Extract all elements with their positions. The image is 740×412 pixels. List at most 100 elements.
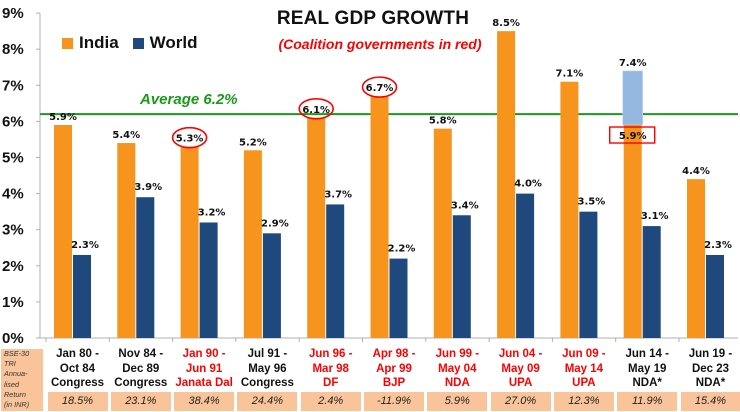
bar-world [326,204,345,338]
category-label: Apr 98 - Apr 99 BJP [363,347,426,391]
bar-india [687,179,705,338]
return-value: 27.0% [490,392,551,411]
data-label-world: 3.2% [198,207,226,218]
data-label-india: 7.1% [556,69,584,80]
bar-india-adjusted [622,70,644,126]
category-label-line2: May 04 [438,362,477,375]
data-label-world: 3.7% [324,189,352,200]
category-label-line2: Dec 23 [691,362,730,375]
data-label-world: 2.3% [704,240,732,251]
category-label-line2: Mar 98 [312,362,349,375]
legend-swatch-world [132,37,144,49]
category-label: Jun 19 - Dec 23 NDA* [679,347,740,391]
y-tick-label: 1% [2,294,24,311]
chart-title: REAL GDP GROWTH [276,8,470,29]
bar-india [243,150,262,338]
data-label-world: 3.1% [641,211,669,222]
category-label: Jan 90 - Jun 91 Janata Dal [173,347,236,391]
bar-world [642,226,661,338]
bar-world [199,222,218,338]
data-label-india: 5.9% [49,112,77,123]
category-label-line3: Janata Dal [175,377,233,389]
return-value: 15.4% [680,392,740,411]
category-label-line1: Jun 99 - [435,348,480,360]
bar-india [433,128,452,338]
category-label: Jun 99 - May 04 NDA [426,347,489,391]
data-label-india: 5.3% [176,134,204,145]
y-tick-label: 7% [2,77,24,94]
data-label-india-adjusted: 7.4% [619,58,647,69]
data-label-world: 2.9% [261,218,289,229]
category-label-line2: Oct 84 [59,362,96,375]
bar-world [136,197,155,338]
return-value: 18.5% [47,392,108,411]
return-value: 24.4% [237,392,298,411]
bar-india [623,125,642,338]
bar-india [117,143,136,338]
bar-world [389,258,408,338]
category-label-line1: Jan 80 - [56,348,99,360]
y-tick-label: 9% [2,5,24,22]
category-label-line1: Nov 84 - [118,348,164,360]
bar-world [706,254,724,338]
category-label: Jan 80 - Oct 84 Congress [46,347,109,391]
category-label-line2: Apr 99 [376,362,412,375]
y-tick-label: 4% [2,186,24,203]
category-label-line1: Jun 19 - [688,348,733,360]
category-label-line1: Jun 04 - [498,348,543,360]
category-label-line1: Jul 91 - [247,348,288,360]
category-label-line2: May 14 [564,362,604,375]
data-label-india: 6.7% [366,83,394,94]
category-label-line3: Congress [50,377,105,389]
data-label-india: 8.5% [492,18,520,29]
category-label-line3: Congress [240,377,294,389]
return-value: -11.9% [364,392,424,411]
data-label-india: 5.2% [239,137,267,148]
category-label-line3: NDA* [632,377,662,389]
category-label-line3: DF [323,377,339,389]
category-label: Jul 91 - May 96 Congress [236,347,299,391]
bars [54,31,724,339]
category-label-line2: May 19 [628,362,667,375]
y-tick-label: 3% [2,222,24,239]
bar-world [73,254,91,338]
data-label-india: 4.4% [682,166,710,177]
bar-india [370,96,389,338]
category-label-line2: Dec 89 [122,362,160,375]
average-label: Average 6.2% [140,91,238,108]
category-label-line3: UPA [572,377,596,389]
highlight-circle [361,76,398,98]
returns-row-label: BSE-30 TRI Annua- lised Return (in INR) [1,349,43,411]
y-tick-label: 2% [2,258,24,275]
category-label-line1: Jun 96 - [308,348,353,360]
y-tick-label: 6% [2,113,24,130]
bar-world [516,193,535,338]
highlight-circle [298,97,335,120]
bar-world [452,215,471,338]
data-label-world: 3.5% [578,197,606,208]
category-label-line2: May 09 [501,362,540,375]
bar-india [307,117,326,338]
category-label: Jun 09 - May 14 UPA [552,347,615,391]
y-axis: 0% 1% 2% 3% 4% 5% 6% 7% 8% 9% [2,5,738,347]
chart-subtitle: (Coalition governments in red) [278,36,482,52]
legend-swatch-india [62,37,73,49]
legend: India World [62,33,212,53]
legend-label-world: World [149,33,198,52]
data-label-india: 6.1% [302,105,330,116]
category-label-line1: Jan 90 - [182,348,226,360]
y-tick-label: 5% [2,150,24,167]
category-label: Jun 04 - May 09 UPA [489,347,552,391]
data-label-india: 5.8% [429,116,457,127]
category-label-line2: May 96 [248,362,287,375]
data-label-world: 3.4% [451,200,479,211]
return-value: 5.9% [427,392,488,411]
bar-india [180,146,199,338]
category-label-line3: UPA [508,377,533,389]
y-tick-label: 0% [2,330,24,347]
data-labels: 5.9% 2.3% 5.4% 3.9% 5.3% 3.2% 5.2% 2.9% 6.1% 3.7%… [49,18,732,254]
category-label-line1: Apr 98 - [372,348,416,360]
category-label: Jun 14 - May 19 NDA* [616,347,679,391]
highlight-circle [171,126,208,149]
return-value: 38.4% [174,392,235,411]
